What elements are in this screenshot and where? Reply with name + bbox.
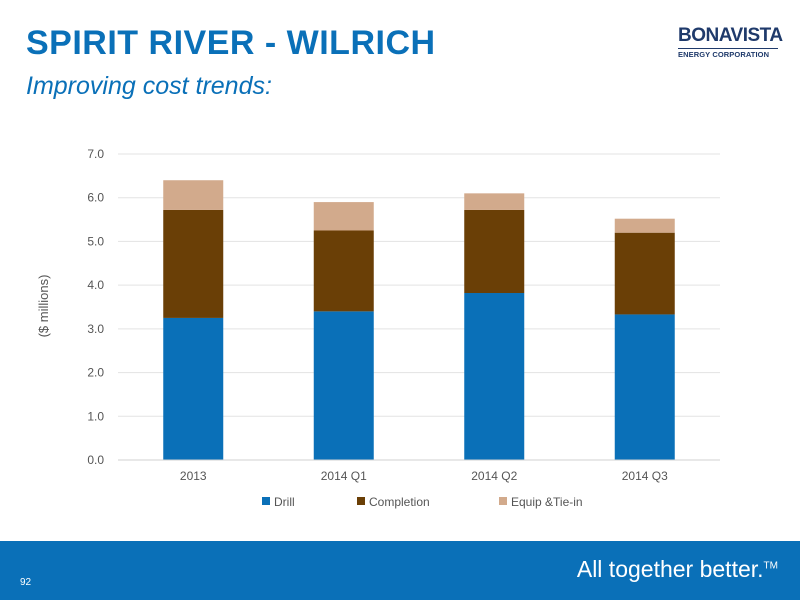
tagline-text: All together better.: [576, 556, 764, 582]
bar-equip-tie-in: [313, 202, 374, 231]
legend-label: Drill: [274, 495, 295, 509]
bar-equip-tie-in: [464, 193, 525, 210]
bar-completion: [464, 209, 525, 294]
y-tick-label: 4.0: [87, 278, 104, 292]
x-tick-label: 2014 Q3: [622, 469, 668, 483]
x-tick-label: 2014 Q2: [471, 469, 517, 483]
logo-subtitle: ENERGY CORPORATION: [678, 50, 770, 59]
y-tick-label: 2.0: [87, 366, 104, 380]
bar-drill: [614, 314, 675, 460]
bar-completion: [163, 209, 224, 318]
y-tick-label: 3.0: [87, 322, 104, 336]
company-logo: BONAVISTA ENERGY CORPORATION: [678, 25, 783, 59]
logo-rule: [678, 48, 778, 49]
bar-drill: [464, 293, 525, 460]
slide-title: SPIRIT RIVER - WILRICH: [26, 24, 436, 62]
bars: [163, 180, 675, 460]
y-axis-ticks: 0.0 1.0 2.0 3.0 4.0 5.0 6.0 7.0: [87, 147, 104, 467]
page-number: 92: [20, 577, 32, 588]
y-tick-label: 7.0: [87, 147, 104, 161]
slide-subtitle: Improving cost trends:: [26, 72, 272, 100]
bar-equip-tie-in: [614, 218, 675, 233]
footer-bar: 92 All together better.TM: [0, 541, 800, 600]
y-tick-label: 0.0: [87, 453, 104, 467]
legend-swatch: [357, 497, 365, 505]
bar-equip-tie-in: [163, 180, 224, 210]
legend-label: Equip &Tie-in: [511, 495, 583, 509]
bar-drill: [163, 317, 224, 460]
legend-label: Completion: [369, 495, 430, 509]
trademark-mark: TM: [763, 560, 778, 572]
bar-completion: [313, 230, 374, 312]
legend-swatch: [262, 497, 270, 505]
x-tick-label: 2014 Q1: [321, 469, 367, 483]
x-tick-label: 2013: [180, 469, 207, 483]
y-tick-label: 5.0: [87, 234, 104, 248]
x-axis-ticks: 2013 2014 Q1 2014 Q2 2014 Q3: [180, 469, 668, 483]
logo-name: BONAVISTA: [678, 25, 783, 46]
y-tick-label: 6.0: [87, 191, 104, 205]
y-tick-label: 1.0: [87, 409, 104, 423]
stacked-bar-chart: 0.0 1.0 2.0 3.0 4.0 5.0 6.0 7.0 ($ millions) 20…: [36, 147, 720, 509]
y-axis-label: ($ millions): [36, 275, 51, 338]
legend-swatch: [499, 497, 507, 505]
bar-completion: [614, 232, 675, 315]
tagline: All together better.TM: [577, 556, 778, 583]
legend: Drill Completion Equip &Tie-in: [262, 495, 583, 509]
bar-drill: [313, 311, 374, 460]
